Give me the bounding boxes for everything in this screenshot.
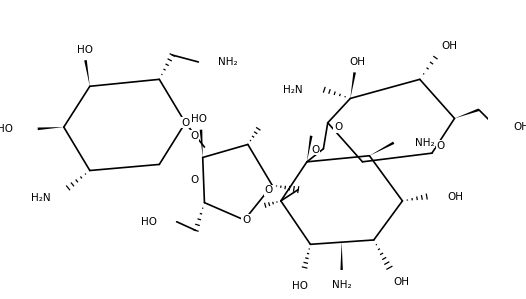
Text: NH₂: NH₂ xyxy=(414,138,434,148)
Text: OH: OH xyxy=(448,192,463,202)
Text: O: O xyxy=(437,141,445,151)
Text: O: O xyxy=(265,185,273,196)
Polygon shape xyxy=(340,242,343,272)
Text: O: O xyxy=(190,131,198,141)
Text: OH: OH xyxy=(393,277,410,287)
Text: H₂N: H₂N xyxy=(283,85,302,95)
Text: NH₂: NH₂ xyxy=(218,57,238,67)
Text: H₂N: H₂N xyxy=(31,193,50,203)
Text: HO: HO xyxy=(77,45,94,55)
Polygon shape xyxy=(350,72,356,98)
Text: O: O xyxy=(242,215,250,225)
Text: O: O xyxy=(191,175,199,185)
Polygon shape xyxy=(454,109,479,118)
Polygon shape xyxy=(84,60,90,86)
Polygon shape xyxy=(200,130,203,158)
Text: O: O xyxy=(311,145,320,155)
Text: OH: OH xyxy=(349,57,365,67)
Text: NH₂: NH₂ xyxy=(332,280,351,290)
Text: HO: HO xyxy=(0,124,13,134)
Text: HO: HO xyxy=(140,217,157,227)
Text: OH: OH xyxy=(513,122,526,132)
Text: HO: HO xyxy=(191,114,207,124)
Text: OH: OH xyxy=(441,41,458,51)
Text: HO: HO xyxy=(292,281,308,291)
Polygon shape xyxy=(38,127,64,130)
Polygon shape xyxy=(307,135,312,162)
Text: O: O xyxy=(181,118,189,128)
Text: O: O xyxy=(334,122,342,132)
Polygon shape xyxy=(369,141,394,156)
